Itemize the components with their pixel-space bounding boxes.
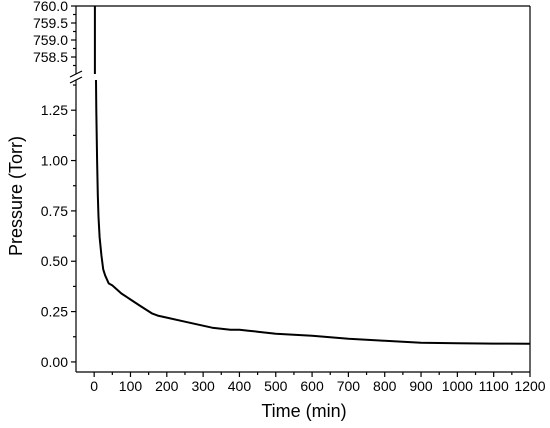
- series-line-group: [93, 6, 531, 345]
- y-tick-label-upper: 759.0: [33, 32, 68, 48]
- y-tick-label-lower: 0.25: [41, 304, 68, 320]
- axis-break-mark: [69, 76, 83, 84]
- x-tick-label: 600: [300, 378, 324, 394]
- y-tick-label-upper: 759.5: [33, 15, 68, 31]
- y-tick-label-lower: 0.00: [41, 354, 68, 370]
- y-axis-title: Pressure (Torr): [6, 136, 26, 256]
- series-line-lower: [95, 79, 531, 345]
- x-tick-label: 0: [90, 378, 98, 394]
- x-tick-label: 500: [264, 378, 288, 394]
- x-tick-label: 700: [337, 378, 361, 394]
- x-tick-label: 1200: [514, 378, 545, 394]
- x-tick-label: 200: [155, 378, 179, 394]
- lower-axis-panel: 0.00 0.25 0.50 0.75 1.00 1.25: [41, 80, 77, 372]
- x-tick-label: 1100: [479, 378, 509, 394]
- y-tick-label-lower: 1.25: [41, 102, 68, 118]
- x-tick-label: 400: [228, 378, 252, 394]
- axis-break-marks: [69, 70, 83, 84]
- y-tick-label-lower: 1.00: [41, 153, 68, 169]
- x-axis-title: Time (min): [261, 401, 346, 421]
- x-axis: 0 100 200 300 400 500 600 700 800 900 1000 1100 1200: [76, 371, 546, 394]
- x-tick-label: 800: [373, 378, 397, 394]
- x-tick-label: 100: [119, 378, 143, 394]
- x-tick-label: 900: [409, 378, 433, 394]
- y-tick-label-upper: 758.5: [33, 49, 68, 65]
- x-tick-label: 300: [191, 378, 215, 394]
- y-tick-label-upper: 760.0: [33, 0, 68, 14]
- x-tick-label: 1000: [442, 378, 473, 394]
- axis-break-mark: [69, 70, 83, 78]
- y-tick-label-lower: 0.75: [41, 203, 68, 219]
- y-tick-label-lower: 0.50: [41, 253, 68, 269]
